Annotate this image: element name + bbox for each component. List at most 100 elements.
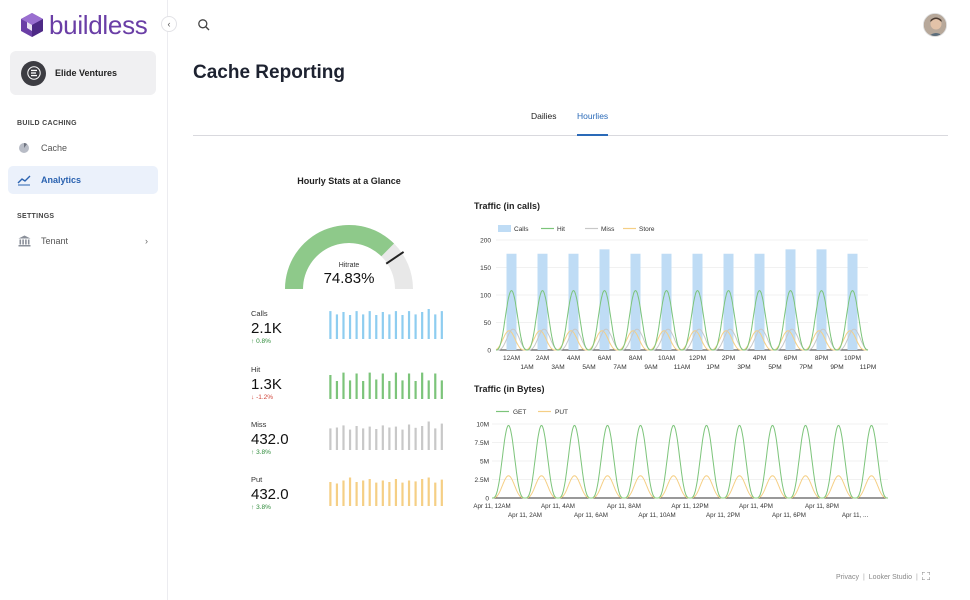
section-label-settings: SETTINGS [17,213,55,220]
sparkline-put [329,477,443,506]
stat-change: ↑ 3.8% [251,449,271,456]
y-tick-label: 100 [480,293,491,300]
legend-item[interactable]: GET [496,409,526,416]
spark-bar [362,314,365,339]
calls-bar [599,249,610,350]
spark-bar [381,480,384,506]
tab-dailies[interactable]: Dailies [531,111,557,121]
spark-bar [388,381,391,399]
legend-item[interactable]: Calls [498,225,529,233]
spark-bar [362,381,365,399]
cache-icon [17,141,31,155]
x-tick-label: Apr 11, 4PM [739,503,773,510]
legend-label: Miss [601,226,615,233]
sidebar-item-cache[interactable]: Cache [8,134,158,162]
x-tick-label: 10AM [658,355,675,362]
sidebar-item-tenant[interactable]: Tenant › [8,227,158,255]
y-tick-label: 200 [480,238,491,245]
privacy-link[interactable]: Privacy [836,573,859,581]
x-tick-label: Apr 11, 12AM [473,503,510,510]
spark-bar [368,311,371,339]
sidebar: buildless Elide Ventures BUILD CACHING C… [0,0,168,600]
spark-bar [388,314,391,339]
legend-item[interactable]: Miss [585,226,615,233]
search-button[interactable] [197,18,211,32]
looker-studio-link[interactable]: Looker Studio [868,573,912,581]
x-tick-label: Apr 11, 8AM [607,503,641,510]
spark-bar [394,311,398,339]
spark-bar [407,311,411,339]
spark-bar [329,482,332,506]
spark-bar [388,427,391,450]
spark-bar [342,312,345,339]
spark-bar [440,311,443,339]
spark-bar [355,373,358,399]
x-tick-label: 8AM [629,355,642,362]
spark-bar [381,312,384,339]
spark-bar [414,427,417,450]
spark-bar [434,314,437,339]
arrow-up-icon: ↑ [251,449,257,456]
x-tick-label: 2PM [722,355,735,362]
user-avatar[interactable] [923,13,947,37]
spark-bar [375,315,378,339]
x-tick-label: 5AM [582,364,595,371]
hit-series-line [496,290,868,351]
spark-bar [434,482,437,506]
y-tick-label: 0 [485,496,489,503]
x-tick-label: 7AM [613,364,626,371]
stat-value: 432.0 [251,431,289,448]
footer-separator: | [915,573,918,581]
x-tick-label: 5PM [768,364,781,371]
sidebar-collapse-button[interactable]: ‹ [161,16,177,32]
sidebar-item-analytics[interactable]: Analytics [8,166,158,194]
app-logo[interactable]: buildless [20,9,148,40]
fullscreen-button[interactable] [921,571,931,582]
spark-bar [427,309,430,339]
org-name: Elide Ventures [55,68,118,78]
spark-bar [427,421,430,450]
spark-bar [414,381,417,399]
y-tick-label: 10M [476,422,489,429]
spark-bar [414,481,417,506]
legend-item[interactable]: Store [623,226,655,233]
spark-bar [368,372,371,399]
spark-bar [401,380,404,399]
chart-title-calls: Traffic (in calls) [474,201,541,211]
sidebar-item-label: Analytics [41,175,82,185]
stat-change: ↑ 0.8% [251,338,271,345]
spark-bar [407,424,411,450]
arrow-up-icon: ↑ [251,504,257,511]
legend-item[interactable]: Hit [541,226,565,233]
x-tick-label: 12AM [503,355,520,362]
x-tick-label: 3AM [551,364,564,371]
y-tick-label: 2.5M [475,477,489,484]
page-title: Cache Reporting [193,62,346,83]
app-name: buildless [49,9,148,40]
spark-bar [335,381,339,399]
spark-bar [375,482,378,506]
spark-bar [329,311,332,339]
legend-item[interactable]: PUT [538,409,568,416]
y-tick-label: 5M [480,459,489,466]
spark-bar [335,483,339,506]
traffic-bytes-chart: 0 2.5M 5M 7.5M 10M Apr 11, 12AM Apr 11, 4AM Apr… [473,409,888,519]
stat-label: Calls [251,309,268,318]
spark-bar [348,380,352,399]
calls-bar [785,249,796,350]
org-switcher[interactable]: Elide Ventures [10,51,156,95]
x-tick-label: Apr 11, 6PM [772,512,806,519]
spark-bar [348,429,352,450]
spark-bar [368,426,371,450]
section-label-build-caching: BUILD CACHING [17,120,77,127]
stat-miss: Miss 432.0 ↑ 3.8% [251,420,331,456]
org-logo-icon [26,66,41,80]
tab-hourlies[interactable]: Hourlies [577,111,609,136]
x-tick-label: Apr 11, 10AM [638,512,675,519]
calls-bar [754,253,765,350]
legend-label: GET [513,409,526,416]
report-tabs: Dailies Hourlies [193,103,948,136]
calls-bar [816,249,827,350]
spark-bar [440,479,443,506]
spark-bar [381,373,384,399]
